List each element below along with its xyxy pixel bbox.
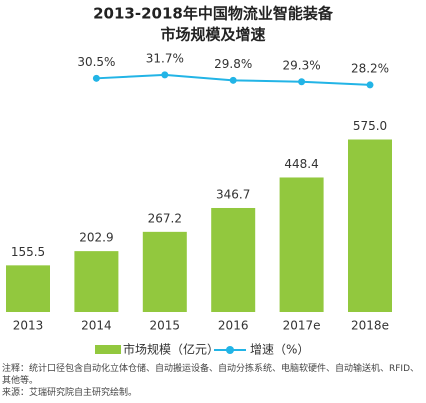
x-tick-label: 2018e	[351, 319, 389, 333]
chart-title: 2013-2018年中国物流业智能装备	[93, 5, 334, 23]
bar	[6, 265, 50, 312]
bar-label: 448.4	[284, 157, 318, 171]
source: 来源：艾瑞研究院自主研究绘制。	[2, 388, 138, 398]
line-label: 29.8%	[214, 57, 252, 71]
note: 注释：统计口径包含自动化立体仓储、自动搬运设备、自动分拣系统、电脑软硬件、自动输…	[2, 364, 420, 386]
line-point	[366, 81, 374, 89]
x-tick-label: 2015	[150, 319, 181, 333]
legend-swatch	[95, 345, 121, 354]
bar-label: 346.7	[216, 187, 250, 201]
line-label: 31.7%	[146, 51, 184, 65]
bar	[211, 207, 256, 312]
bar	[279, 177, 324, 312]
line-label: 30.5%	[77, 55, 115, 69]
line-label: 28.2%	[351, 61, 389, 75]
x-tick-label: 2013	[13, 319, 44, 333]
legend-label: 市场规模（亿元）	[123, 342, 219, 357]
x-tick-label: 2017e	[283, 319, 321, 333]
bar	[74, 251, 119, 312]
notes: 注释：统计口径包含自动化立体仓储、自动搬运设备、自动分拣系统、电脑软硬件、自动输…	[2, 363, 422, 399]
chart-subtitle: 市场规模及增速	[160, 26, 265, 44]
bar	[142, 231, 187, 312]
x-tick-label: 2014	[81, 319, 112, 333]
line-point	[92, 74, 100, 82]
x-tick-label: 2016	[218, 319, 249, 333]
bar-label: 575.0	[353, 119, 387, 133]
bar-label: 267.2	[148, 211, 182, 225]
bar-label: 155.5	[11, 245, 45, 259]
legend-label: 增速（%）	[250, 343, 309, 357]
line-label: 29.3%	[283, 58, 321, 72]
line-point	[298, 78, 306, 86]
legend-swatch	[226, 346, 234, 354]
line-point	[229, 76, 237, 84]
chart: 2013-2018年中国物流业智能装备 市场规模及增速 2013 2014 2015…	[6, 5, 392, 357]
bar	[348, 139, 392, 312]
line-point	[161, 71, 169, 79]
bar-label: 202.9	[79, 231, 113, 245]
